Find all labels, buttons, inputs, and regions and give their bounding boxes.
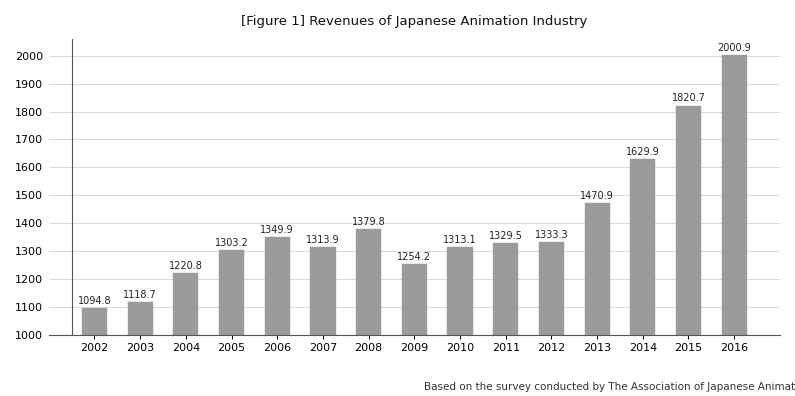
Text: 1220.8: 1220.8	[169, 261, 203, 271]
Bar	[584, 204, 610, 335]
Text: 1313.1: 1313.1	[444, 235, 477, 245]
Text: 1094.8: 1094.8	[78, 296, 111, 306]
Text: Based on the survey conducted by The Association of Japanese Animations: Based on the survey conducted by The Ass…	[424, 382, 795, 392]
Bar	[219, 250, 244, 335]
Bar	[128, 302, 153, 335]
Bar	[676, 106, 701, 335]
Bar	[448, 248, 472, 335]
Text: 1254.2: 1254.2	[398, 252, 432, 262]
Bar	[401, 264, 427, 335]
Bar	[310, 247, 335, 335]
Text: 1820.7: 1820.7	[672, 93, 705, 103]
Text: 2000.9: 2000.9	[717, 43, 751, 53]
Bar	[173, 273, 199, 335]
Text: 1303.2: 1303.2	[215, 238, 249, 248]
Text: 1470.9: 1470.9	[580, 191, 614, 201]
Text: 1118.7: 1118.7	[123, 289, 157, 299]
Bar	[722, 55, 747, 335]
Bar	[265, 237, 290, 335]
Title: [Figure 1] Revenues of Japanese Animation Industry: [Figure 1] Revenues of Japanese Animatio…	[241, 15, 588, 28]
Text: 1329.5: 1329.5	[489, 231, 522, 241]
Bar	[82, 308, 107, 335]
Bar	[356, 229, 382, 335]
Text: 1349.9: 1349.9	[261, 225, 294, 235]
Bar	[539, 242, 564, 335]
Text: 1333.3: 1333.3	[534, 230, 568, 240]
Text: 1379.8: 1379.8	[351, 217, 386, 227]
Bar	[630, 159, 655, 335]
Bar	[493, 243, 518, 335]
Text: 1629.9: 1629.9	[626, 147, 660, 157]
Text: 1313.9: 1313.9	[306, 235, 339, 245]
